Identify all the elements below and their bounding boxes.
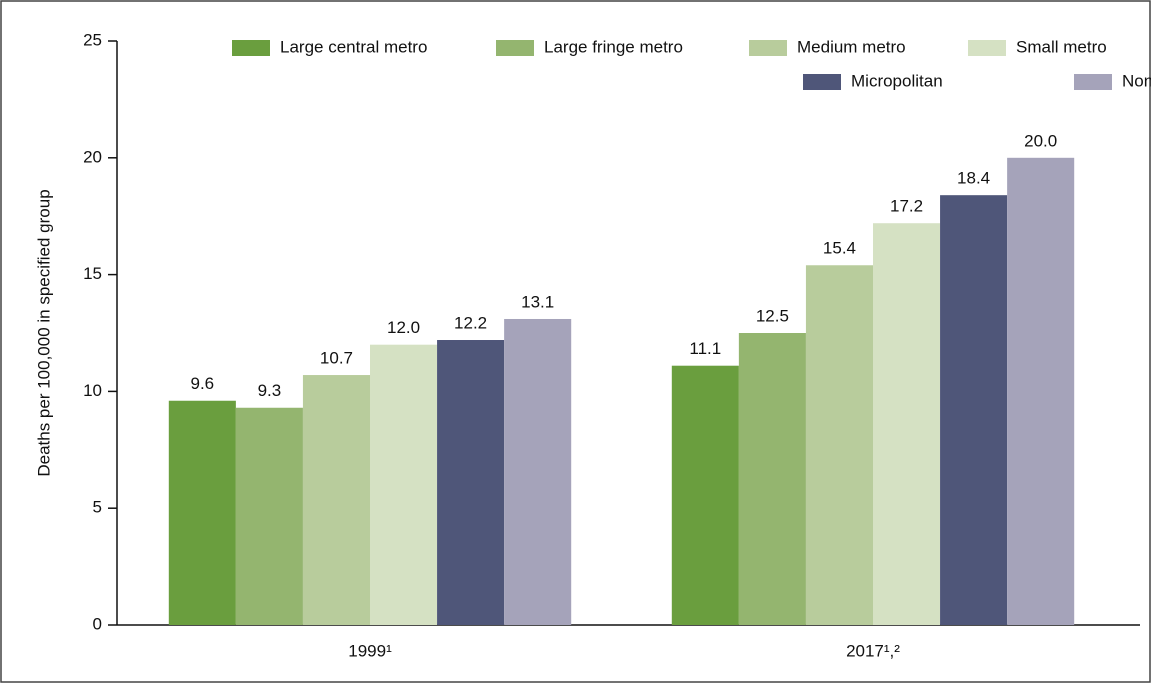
value-label: 15.4 xyxy=(823,239,856,258)
bar xyxy=(671,365,739,625)
bar xyxy=(235,407,303,625)
y-tick-label: 25 xyxy=(83,30,102,49)
value-label: 9.6 xyxy=(191,374,215,393)
value-label: 12.5 xyxy=(756,306,789,325)
value-label: 18.4 xyxy=(957,169,990,188)
legend-swatch xyxy=(496,40,534,56)
bar xyxy=(738,333,806,625)
value-label: 20.0 xyxy=(1024,131,1057,150)
legend-label: Micropolitan xyxy=(851,71,943,90)
y-tick-label: 10 xyxy=(83,381,102,400)
legend-label: Large fringe metro xyxy=(544,37,683,56)
y-axis-label: Deaths per 100,000 in specified group xyxy=(34,189,53,476)
value-label: 11.1 xyxy=(689,339,721,358)
legend-swatch xyxy=(749,40,787,56)
value-label: 17.2 xyxy=(890,197,923,216)
y-tick-label: 5 xyxy=(93,498,102,517)
y-tick-label: 20 xyxy=(83,147,102,166)
bar xyxy=(168,400,236,625)
value-label: 12.2 xyxy=(454,313,487,332)
legend-swatch xyxy=(803,74,841,90)
legend-swatch xyxy=(232,40,270,56)
x-tick-label: 2017¹,² xyxy=(846,641,900,660)
legend-label: Large central metro xyxy=(280,37,427,56)
legend-label: Noncore xyxy=(1122,71,1151,90)
value-label: 9.3 xyxy=(258,381,282,400)
bar xyxy=(437,340,505,625)
bar xyxy=(873,223,941,625)
bar xyxy=(1007,157,1075,626)
x-tick-label: 1999¹ xyxy=(348,641,392,660)
bar xyxy=(805,265,873,625)
value-label: 13.1 xyxy=(521,292,554,311)
value-label: 10.7 xyxy=(320,349,353,368)
y-tick-label: 0 xyxy=(93,614,102,633)
legend-label: Small metro xyxy=(1016,37,1107,56)
y-tick-label: 15 xyxy=(83,264,102,283)
bar xyxy=(370,344,438,625)
bar xyxy=(302,375,370,625)
legend-label: Medium metro xyxy=(797,37,906,56)
value-label: 12.0 xyxy=(387,318,420,337)
legend-swatch xyxy=(1074,74,1112,90)
legend-swatch xyxy=(968,40,1006,56)
bar xyxy=(504,318,572,625)
bar xyxy=(940,195,1008,625)
